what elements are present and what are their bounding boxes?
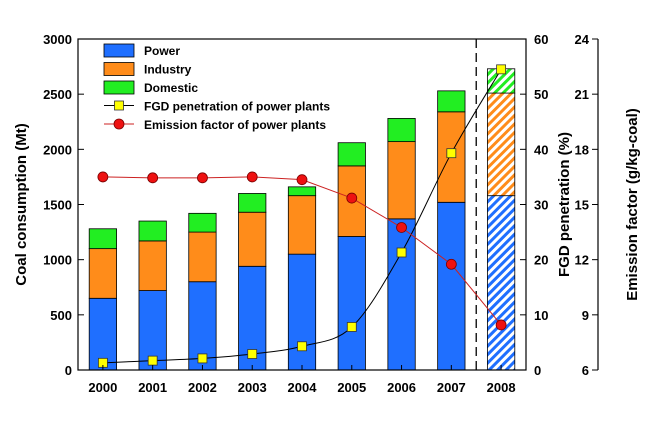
legend-swatch-industry	[103, 62, 135, 76]
marker-emission-2003	[246, 171, 258, 183]
y-tick-label: 0	[65, 363, 72, 378]
marker-fgd-2005	[346, 322, 357, 332]
y-tick-label: 1000	[43, 253, 72, 268]
legend-label-power: Power	[144, 44, 180, 58]
y2-tick-label: 30	[534, 198, 548, 213]
lines-layer	[97, 64, 507, 368]
x-tick-label: 2003	[238, 380, 267, 395]
bar-industry-2000	[88, 248, 117, 299]
axes-layer: 0 500 1000 1500 2000 2500 3000 0 10 20 30 40 50 60 6 9 1…	[13, 32, 641, 395]
bar-power-2004	[287, 253, 317, 371]
x-tick-label: 2002	[188, 380, 217, 395]
y-axis-title: Coal consumption (Mt)	[13, 123, 30, 285]
bar-domestic-2003	[238, 193, 267, 213]
line-fgd-penetration	[102, 69, 502, 364]
y3-tick-label: 21	[575, 87, 589, 102]
bar-industry-2001	[138, 240, 167, 291]
y2-tick-label: 60	[534, 32, 548, 47]
y2-tick-label: 20	[534, 253, 548, 268]
x-tick-label: 2007	[437, 380, 466, 395]
legend-label-industry: Industry	[144, 63, 192, 77]
bar-domestic-2000	[88, 228, 117, 250]
y2-tick-label: 10	[534, 308, 548, 323]
bars-layer	[88, 68, 516, 371]
marker-fgd-2003	[247, 349, 258, 359]
marker-fgd-2006	[396, 247, 407, 258]
x-tick-label: 2008	[487, 380, 516, 395]
marker-emission-2002	[197, 172, 208, 184]
x-tick-label: 2006	[387, 380, 416, 395]
legend-swatch-power	[103, 43, 135, 58]
bar-domestic-2001	[138, 220, 167, 242]
y3-tick-label: 18	[575, 142, 589, 157]
bar-industry-2008	[487, 92, 516, 197]
marker-fgd-2004	[297, 341, 307, 352]
bar-power-2008	[487, 195, 516, 371]
bar-industry-2006	[387, 141, 416, 220]
marker-emission-2008	[495, 319, 507, 331]
y-tick-label: 3000	[43, 32, 72, 47]
y3-tick-label: 15	[575, 198, 589, 213]
legend: Power Industry Domestic FGD penetration of …	[103, 43, 330, 132]
legend-label-line-1: Emission factor of power plants	[144, 118, 326, 132]
marker-emission-2007	[445, 258, 457, 270]
marker-emission-2005	[346, 192, 358, 204]
y3-tick-label: 9	[582, 308, 589, 323]
marker-fgd-2002	[197, 353, 208, 364]
legend-label-domestic: Domestic	[144, 81, 198, 95]
bar-domestic-2006	[387, 118, 416, 143]
x-tick-label: 2005	[337, 380, 366, 395]
y2-tick-label: 50	[534, 87, 548, 102]
bar-power-2005	[337, 236, 366, 371]
y3-axis-title: Emission factor (g/kg-coal)	[624, 108, 641, 301]
y3-tick-label: 24	[575, 32, 590, 47]
marker-emission-2001	[147, 172, 159, 184]
y3-tick-label: 12	[575, 253, 589, 268]
legend-marker-emission	[113, 118, 125, 130]
legend-marker-fgd	[114, 100, 124, 111]
marker-emission-2000	[97, 171, 109, 183]
y-tick-label: 500	[50, 308, 72, 323]
y2-tick-label: 40	[534, 142, 548, 157]
bar-industry-2004	[287, 195, 317, 255]
x-tick-label: 2004	[288, 380, 318, 395]
y2-tick-label: 0	[534, 363, 541, 378]
y2-axis-title: FGD penetration (%)	[556, 132, 573, 277]
bar-domestic-2007	[437, 90, 466, 113]
bar-domestic-2002	[188, 212, 217, 233]
y-tick-label: 2500	[43, 87, 72, 102]
bar-domestic-2004	[287, 186, 317, 197]
y-tick-label: 2000	[43, 142, 72, 157]
y3-tick-label: 6	[582, 363, 589, 378]
bar-domestic-2005	[337, 142, 366, 167]
x-tick-label: 2000	[88, 380, 117, 395]
marker-emission-2004	[296, 174, 308, 186]
marker-fgd-2001	[147, 355, 158, 366]
bar-industry-2002	[188, 231, 217, 283]
legend-swatch-domestic	[103, 80, 135, 95]
marker-fgd-2008	[496, 64, 507, 75]
marker-emission-2006	[396, 222, 407, 233]
bar-power-2007	[437, 201, 466, 371]
bar-power-2006	[387, 218, 416, 371]
y-tick-label: 1500	[43, 198, 72, 213]
x-tick-label: 2001	[138, 380, 167, 395]
marker-fgd-2007	[446, 148, 457, 159]
legend-label-line-0: FGD penetration of power plants	[144, 100, 330, 114]
bar-industry-2003	[238, 211, 267, 267]
